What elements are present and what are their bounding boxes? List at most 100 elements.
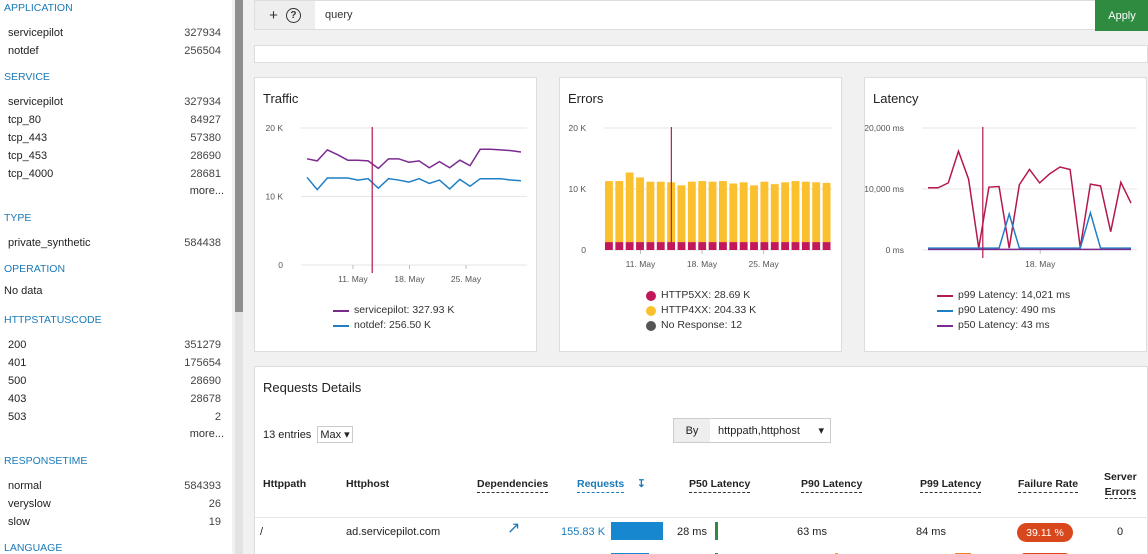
bar-http4xx[interactable]	[729, 183, 738, 243]
legend-p90[interactable]: p90 Latency: 490 ms	[937, 303, 1070, 318]
help-circle-icon[interactable]: ?	[285, 7, 301, 23]
bar-http5xx[interactable]	[760, 242, 769, 250]
bar-http4xx[interactable]	[708, 181, 717, 243]
section-title-operation[interactable]: OPERATION	[4, 263, 66, 275]
bar-http5xx[interactable]	[750, 242, 758, 250]
bar-http4xx[interactable]	[605, 181, 613, 243]
bar-http5xx[interactable]	[687, 242, 696, 250]
bar-http5xx[interactable]	[770, 242, 779, 250]
col-httphost[interactable]: Httphost	[346, 478, 390, 490]
filter-item[interactable]: tcp_443 57380	[8, 129, 221, 147]
series-line-servicepilot[interactable]	[306, 148, 522, 170]
col-httppath[interactable]: Httppath	[263, 478, 307, 490]
col-p99-latency[interactable]: P99 Latency	[920, 477, 982, 493]
query-input[interactable]: query	[325, 9, 353, 21]
entries-select[interactable]: Max ▾	[317, 426, 353, 443]
legend-notdef[interactable]: notdef: 256.50 K	[333, 318, 454, 333]
plus-icon[interactable]: +	[269, 6, 278, 24]
bar-http5xx[interactable]	[636, 242, 644, 250]
legend-http4xx[interactable]: HTTP4XX: 204.33 K	[646, 303, 756, 318]
bar-http5xx[interactable]	[739, 242, 748, 250]
bar-http5xx[interactable]	[719, 242, 727, 250]
bar-http4xx[interactable]	[812, 182, 821, 243]
filter-item[interactable]: 401 175654	[8, 354, 221, 372]
filter-item[interactable]: 500 28690	[8, 372, 221, 390]
filter-item[interactable]: tcp_80 84927	[8, 111, 221, 129]
bar-http4xx[interactable]	[801, 181, 810, 243]
group-by-select[interactable]: httppath,httphost ▾	[710, 419, 830, 442]
col-server-errors[interactable]: Server Errors	[1104, 470, 1137, 500]
filter-item[interactable]: tcp_4000 28681	[8, 165, 221, 183]
bar-http4xx[interactable]	[677, 185, 686, 243]
bar-http5xx[interactable]	[625, 242, 634, 250]
bar-http5xx[interactable]	[677, 242, 686, 250]
section-title-httpstatuscode[interactable]: HTTPSTATUSCODE	[4, 314, 102, 326]
sidebar-scrollbar[interactable]	[235, 0, 243, 554]
section-title-type[interactable]: TYPE	[4, 212, 32, 224]
bar-http4xx[interactable]	[781, 182, 790, 243]
legend-dot-icon	[646, 290, 656, 301]
legend-p99[interactable]: p99 Latency: 14,021 ms	[937, 288, 1070, 303]
filter-item[interactable]: private_synthetic 584438	[8, 234, 221, 252]
col-requests[interactable]: Requests	[577, 477, 625, 493]
bar-http4xx[interactable]	[656, 181, 665, 243]
filter-item[interactable]: servicepilot 327934	[8, 24, 221, 42]
filter-item[interactable]: veryslow 26	[8, 495, 221, 513]
bar-http4xx[interactable]	[739, 182, 748, 243]
bar-http5xx[interactable]	[822, 242, 831, 250]
bar-http4xx[interactable]	[750, 185, 758, 243]
col-p90-latency[interactable]: P90 Latency	[801, 477, 863, 493]
series-line-p99-latency[interactable]	[928, 148, 1132, 249]
bar-http5xx[interactable]	[698, 242, 707, 250]
scrollbar-thumb[interactable]	[235, 0, 243, 312]
filter-item[interactable]: normal 584393	[8, 477, 221, 495]
section-title-service[interactable]: SERVICE	[4, 71, 50, 83]
bar-http5xx[interactable]	[812, 242, 821, 250]
bar-http4xx[interactable]	[636, 177, 644, 243]
series-line-notdef[interactable]	[306, 176, 522, 191]
bar-http5xx[interactable]	[605, 242, 613, 250]
apply-button[interactable]: Apply	[1095, 0, 1148, 31]
filter-item[interactable]: servicepilot 327934	[8, 93, 221, 111]
bar-http5xx[interactable]	[615, 242, 624, 250]
col-failure-rate[interactable]: Failure Rate	[1018, 477, 1079, 493]
bar-http4xx[interactable]	[760, 181, 769, 243]
bar-http4xx[interactable]	[687, 181, 696, 243]
filter-item[interactable]: tcp_453 28690	[8, 147, 221, 165]
bar-http4xx[interactable]	[625, 172, 634, 243]
filter-item[interactable]: 200 351279	[8, 336, 221, 354]
bar-http5xx[interactable]	[646, 242, 655, 250]
more-link[interactable]: more...	[189, 185, 224, 197]
bar-http4xx[interactable]	[719, 181, 727, 243]
filter-item[interactable]: slow 19	[8, 513, 221, 531]
bar-http5xx[interactable]	[656, 242, 665, 250]
bar-http4xx[interactable]	[770, 184, 779, 243]
section-title-application[interactable]: APPLICATION	[4, 2, 73, 14]
legend-p50[interactable]: p50 Latency: 43 ms	[937, 318, 1070, 333]
bar-http4xx[interactable]	[791, 181, 800, 243]
bar-http5xx[interactable]	[729, 242, 738, 250]
bar-http4xx[interactable]	[615, 181, 624, 243]
bar-http5xx[interactable]	[708, 242, 717, 250]
bar-http5xx[interactable]	[801, 242, 810, 250]
col-p50-latency[interactable]: P50 Latency	[689, 477, 751, 493]
bar-http4xx[interactable]	[822, 182, 831, 243]
filter-item[interactable]: notdef 256504	[8, 42, 221, 60]
legend-http5xx[interactable]: HTTP5XX: 28.69 K	[646, 288, 756, 303]
bar-http5xx[interactable]	[781, 242, 790, 250]
series-line-p90-latency[interactable]	[928, 210, 1131, 249]
bar-http4xx[interactable]	[646, 181, 655, 243]
external-link-icon[interactable]: ↗	[507, 520, 521, 537]
col-dependencies[interactable]: Dependencies	[477, 477, 549, 493]
sort-desc-icon[interactable]: ↧	[637, 478, 646, 490]
section-title-responsetime[interactable]: RESPONSETIME	[4, 455, 88, 467]
more-link[interactable]: more...	[189, 428, 224, 440]
bar-http5xx[interactable]	[791, 242, 800, 250]
cell-requests[interactable]: 155.83 K	[561, 526, 606, 538]
legend-servicepilot[interactable]: servicepilot: 327.93 K	[333, 303, 454, 318]
filter-item[interactable]: 403 28678	[8, 390, 221, 408]
section-title-language[interactable]: LANGUAGE	[4, 542, 63, 554]
filter-item[interactable]: 503 2	[8, 408, 221, 426]
legend-no-response[interactable]: No Response: 12	[646, 318, 756, 333]
bar-http4xx[interactable]	[698, 181, 707, 243]
